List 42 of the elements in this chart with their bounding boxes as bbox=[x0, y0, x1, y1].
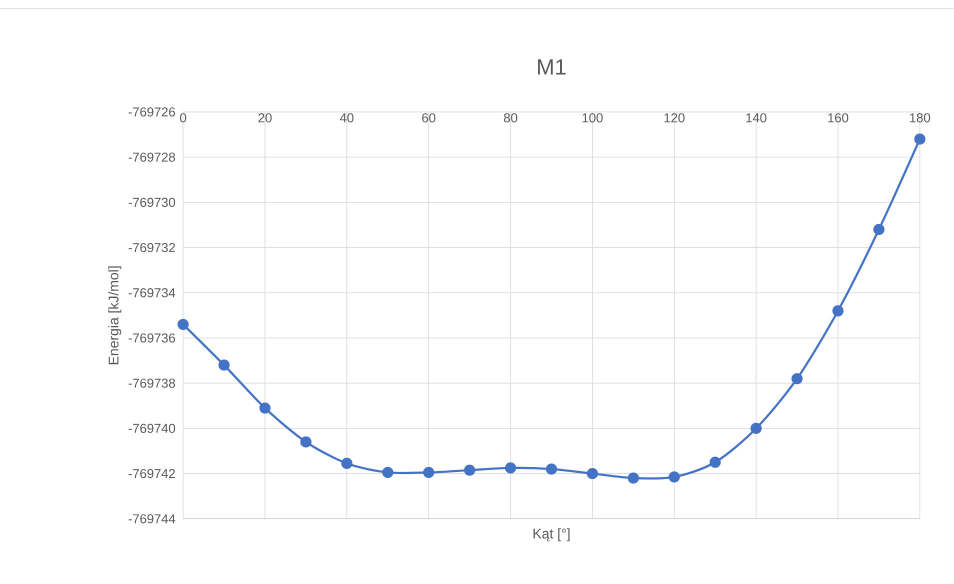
y-tick-label: -769740 bbox=[128, 424, 176, 434]
y-tick-label: -769742 bbox=[128, 469, 175, 478]
x-tick-label: 40 bbox=[340, 113, 354, 123]
y-tick-label: -769732 bbox=[128, 243, 175, 252]
y-tick-label: -769734 bbox=[128, 288, 176, 298]
x-tick-label: 0 bbox=[180, 113, 186, 123]
point bbox=[628, 472, 639, 484]
point bbox=[668, 471, 680, 483]
x-tick-label: 80 bbox=[504, 113, 518, 123]
point bbox=[178, 318, 189, 330]
point bbox=[218, 360, 230, 371]
y-axis-title: Energia [kJ/mol] bbox=[108, 266, 122, 364]
y-tick-label: -769738 bbox=[128, 378, 176, 388]
point bbox=[259, 402, 271, 414]
point bbox=[750, 422, 762, 434]
point bbox=[300, 436, 312, 448]
x-tick-label: 60 bbox=[422, 113, 436, 123]
y-tick-label: -769726 bbox=[128, 107, 176, 117]
chart-title: M1 bbox=[538, 60, 566, 75]
x-axis-title: Kąt [°] bbox=[534, 528, 570, 542]
x-tick-label: 100 bbox=[582, 113, 603, 123]
point bbox=[546, 464, 558, 475]
point bbox=[873, 224, 884, 236]
x-tick-label: 120 bbox=[664, 113, 685, 123]
point bbox=[791, 373, 803, 384]
x-tick-label: 160 bbox=[828, 113, 848, 123]
point bbox=[423, 466, 434, 478]
y-tick-label: -769728 bbox=[128, 152, 176, 162]
point bbox=[914, 134, 926, 145]
y-tick-label: -769730 bbox=[128, 198, 176, 208]
x-tick-label: 20 bbox=[258, 113, 272, 123]
point bbox=[341, 458, 352, 470]
x-tick-label: 140 bbox=[746, 113, 766, 123]
point bbox=[832, 305, 844, 317]
point bbox=[586, 468, 598, 480]
x-tick-label: 180 bbox=[910, 113, 930, 123]
point bbox=[504, 462, 516, 474]
y-tick-label: -769744 bbox=[128, 514, 176, 524]
point bbox=[382, 466, 394, 478]
point bbox=[710, 456, 721, 468]
y-tick-label: -769736 bbox=[128, 334, 176, 343]
point bbox=[464, 464, 476, 476]
